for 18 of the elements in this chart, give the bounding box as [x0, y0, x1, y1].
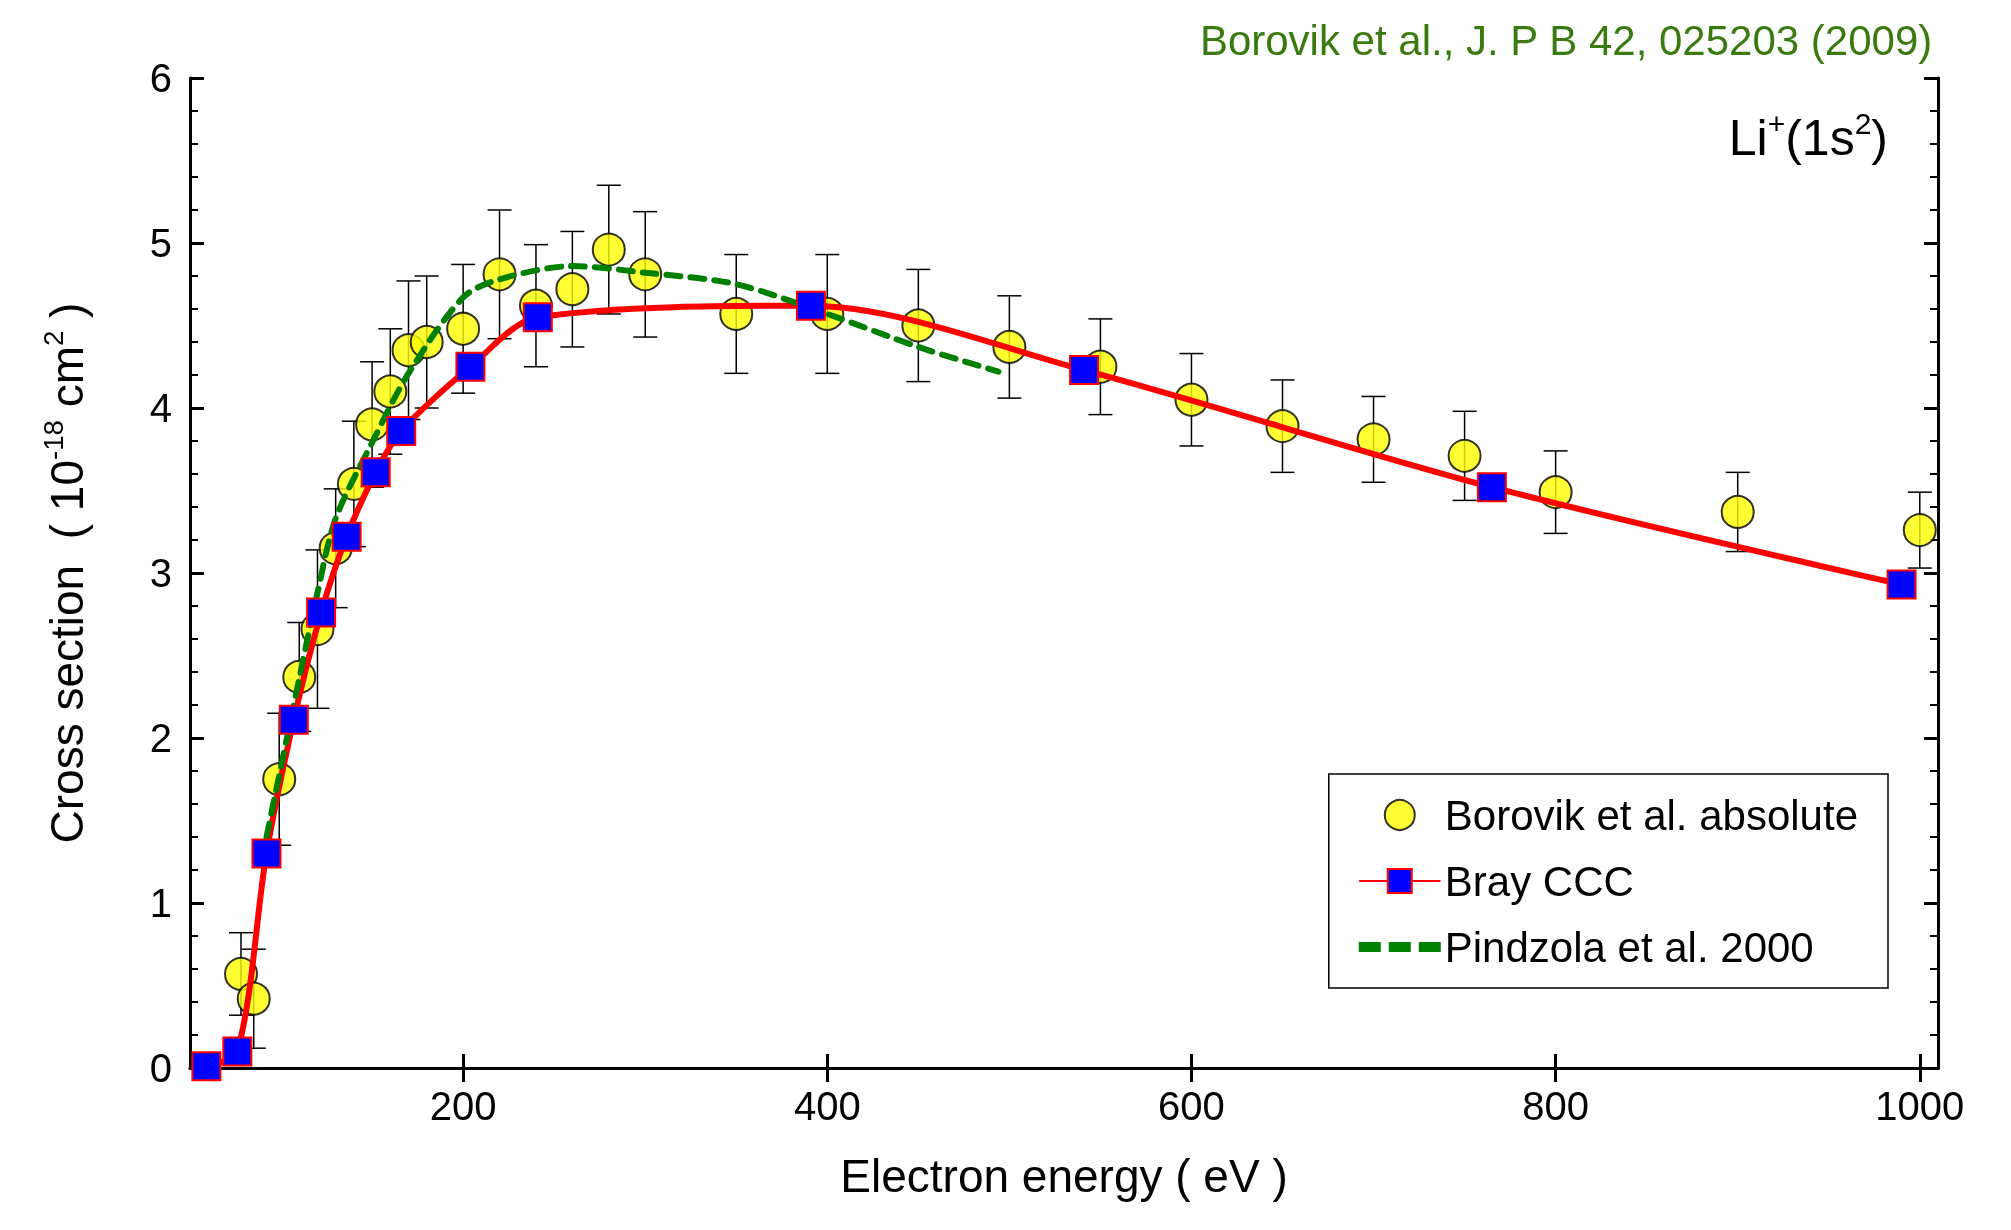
chart-title: Borovik et al., J. P B 42, 025203 (2009) — [1199, 16, 1933, 64]
y-tick-label: 6 — [149, 56, 172, 100]
y-axis-title: Cross section ( 10-18 cm2 ) — [38, 302, 94, 844]
x-tick-label: 400 — [793, 1084, 861, 1128]
x-axis-title: Electron energy ( eV ) — [840, 1150, 1288, 1202]
legend-label: Pindzola et al. 2000 — [1444, 923, 1814, 971]
x-tick-label: 800 — [1522, 1084, 1589, 1128]
y-tick-label: 0 — [149, 1046, 172, 1090]
legend-label: Borovik et al. absolute — [1444, 791, 1858, 839]
y-tick-label: 5 — [149, 221, 172, 265]
y-tick-label: 2 — [149, 716, 172, 760]
legend-label: Bray CCC — [1444, 857, 1634, 905]
x-tick-label: 200 — [429, 1084, 497, 1128]
x-tick-label: 600 — [1158, 1084, 1225, 1128]
y-tick-label: 4 — [149, 386, 172, 430]
y-tick-label: 1 — [149, 881, 172, 925]
y-tick-label: 3 — [149, 551, 172, 595]
x-tick-label: 1000 — [1875, 1084, 1965, 1128]
